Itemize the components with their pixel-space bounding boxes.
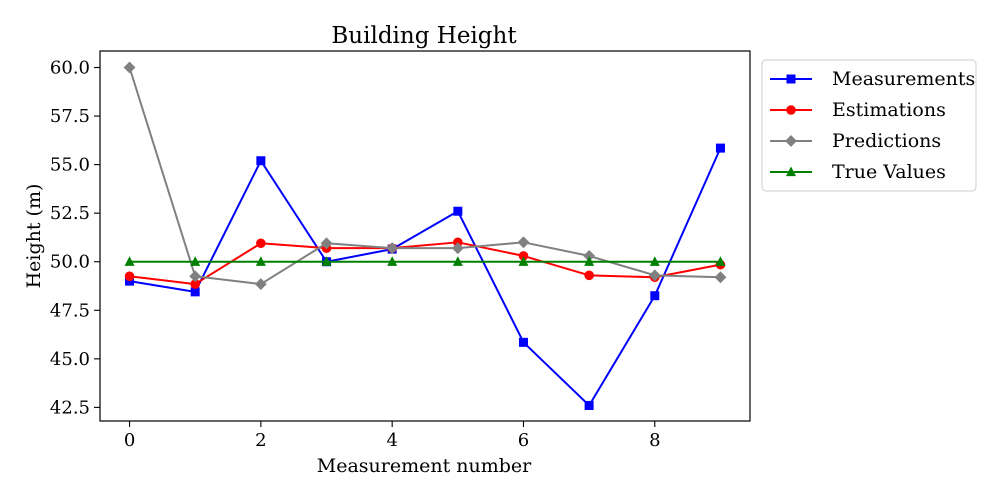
x-tick-label: 6 [518,430,529,451]
true-values-point [124,256,135,266]
y-axis-label: Height (m) [23,184,45,289]
measurements-point [584,400,594,410]
true-values-point [255,256,266,266]
legend-label-predictions: Predictions [832,130,941,152]
y-tick-label: 50.0 [50,252,90,273]
legend-marker-estimations [786,105,796,115]
legend-marker-true-values [786,166,796,177]
plot-area [99,50,751,422]
legend-label-estimations: Estimations [832,99,946,121]
predictions-line [128,66,722,286]
predictions-point [517,236,530,249]
y-tick-label: 42.5 [50,397,90,418]
estimations-line [128,241,722,286]
measurements-point [256,156,266,166]
legend-marker-measurements [786,74,796,84]
legend-marker-predictions [785,135,797,147]
x-axis: 0 2 4 6 8 [124,421,661,451]
y-axis: 42.5 45.0 47.5 50.0 52.5 55.0 57.5 60.0 [50,58,100,418]
true-values-point [190,256,201,266]
series-measurements [125,143,725,410]
true-values-point [518,256,529,266]
measurements-point [190,287,200,297]
x-tick-label: 4 [386,430,397,451]
chart-title: Building Height [331,23,517,49]
x-tick-label: 2 [255,430,266,451]
predictions-point [451,242,464,255]
true-values-point [715,256,726,266]
measurements-line [128,147,722,407]
predictions-point [123,61,136,74]
y-tick-label: 52.5 [50,203,90,224]
true-values-point [584,256,595,266]
y-tick-label: 60.0 [50,58,90,79]
measurements-point [453,206,463,216]
predictions-point [320,237,333,250]
predictions-point [648,269,661,282]
legend-item-predictions: Predictions [770,130,941,152]
measurements-point [518,337,528,347]
predictions-point [386,242,399,255]
predictions-point [714,271,727,284]
predictions-point [189,270,202,283]
y-tick-label: 57.5 [50,106,90,127]
y-tick-label: 47.5 [50,300,90,321]
legend-item-measurements: Measurements [770,68,975,90]
true-values-point [321,256,332,266]
y-tick-label: 55.0 [50,155,90,176]
legend-item-true-values: True Values [770,161,946,183]
legend-item-estimations: Estimations [770,99,946,121]
y-tick-label: 45.0 [50,349,90,370]
series-layer [123,61,727,410]
series-predictions [123,61,727,290]
series-true-values [124,256,726,266]
true-values-point [387,256,398,266]
x-tick-label: 0 [124,430,135,451]
predictions-point [254,278,267,290]
estimations-point [124,271,135,282]
x-tick-label: 8 [649,430,660,451]
x-axis-label: Measurement number [317,455,532,477]
legend-label-true-values: True Values [832,161,946,183]
legend-label-measurements: Measurements [832,68,975,90]
estimations-point [584,270,594,281]
legend-box [761,59,977,192]
estimations-point [256,238,266,249]
measurements-point [715,143,725,153]
true-values-point [452,256,463,266]
true-values-point [649,256,660,266]
legend: Measurements Estimations Predictions True V… [761,59,977,192]
measurements-point [650,291,660,301]
